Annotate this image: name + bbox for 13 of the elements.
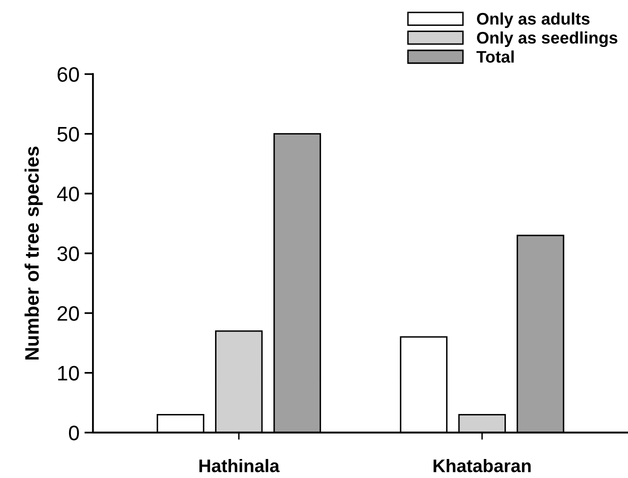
legend-label: Only as adults [476,12,590,28]
legend-label: Only as seedlings [476,31,618,48]
y-tick-label: 30 [57,246,79,262]
y-tick-label: 50 [57,126,79,142]
y-axis-title: Number of tree species [24,146,43,360]
y-tick-label: 0 [68,426,79,440]
x-tick-label: Hathinala [199,458,280,472]
legend-label: Total [476,50,514,63]
x-tick-label: Khatabaran [434,458,531,472]
y-tick-label: 40 [57,186,79,202]
y-tick-label: 10 [58,366,79,381]
y-tick-label: 60 [58,67,79,82]
y-tick-label: 20 [58,306,79,321]
